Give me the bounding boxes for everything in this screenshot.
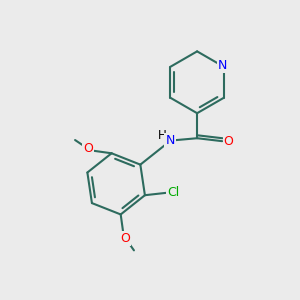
Text: O: O <box>120 232 130 245</box>
Text: Cl: Cl <box>167 186 180 200</box>
Text: O: O <box>83 142 93 155</box>
Text: O: O <box>224 135 234 148</box>
Text: N: N <box>165 134 175 147</box>
Text: N: N <box>218 59 227 72</box>
Text: H: H <box>158 129 167 142</box>
